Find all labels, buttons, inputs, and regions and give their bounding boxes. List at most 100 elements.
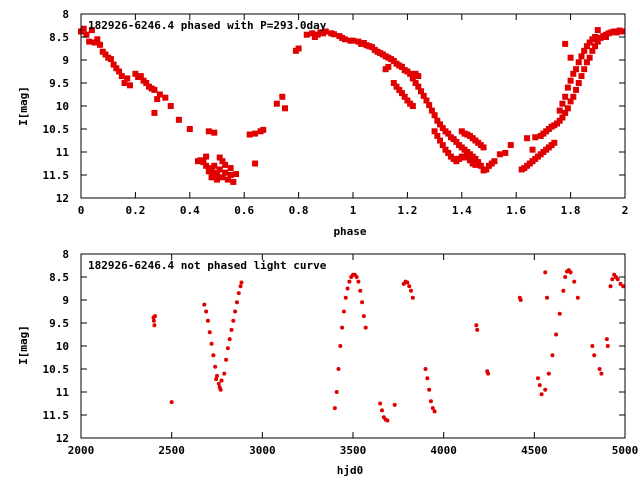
unphased-data-point	[380, 408, 385, 413]
phased-y-tick-label: 8	[62, 8, 69, 21]
unphased-chart-title: 182926-6246.4 not phased light curve	[88, 259, 327, 272]
phased-data-point	[224, 176, 231, 183]
unphased-data-point	[543, 270, 548, 275]
unphased-data-point	[543, 387, 548, 392]
phased-data-point	[273, 100, 280, 107]
phased-data-point	[570, 93, 577, 100]
phased-data-point	[80, 25, 87, 32]
unphased-data-point	[597, 367, 602, 371]
phased-data-point	[442, 146, 449, 153]
unphased-data-point	[561, 288, 566, 293]
phased-data-point	[562, 93, 569, 100]
unphased-data-point	[568, 270, 573, 275]
phased-data-point	[472, 161, 479, 168]
unphased-y-tick-label: 11.5	[43, 409, 70, 422]
unphased-data-point	[231, 318, 236, 323]
phased-data-point	[409, 75, 416, 82]
phased-x-tick-label: 2	[622, 204, 629, 217]
phased-data-point	[559, 100, 566, 107]
unphased-data-point	[216, 381, 221, 386]
phased-data-point	[186, 126, 193, 132]
phased-data-point	[434, 132, 441, 139]
unphased-y-tick-label: 11	[56, 386, 70, 399]
unphased-data-point	[354, 275, 359, 279]
phased-data-point	[437, 137, 444, 144]
unphased-data-point	[599, 371, 604, 376]
unphased-data-point	[546, 371, 551, 376]
phased-data-point	[439, 125, 446, 132]
unphased-data-point	[363, 325, 368, 330]
unphased-data-point	[205, 318, 210, 323]
phased-data-point	[246, 131, 253, 138]
phased-data-point	[295, 45, 302, 52]
unphased-data-point	[152, 323, 157, 328]
phased-data-point	[426, 102, 433, 109]
phased-data-point	[583, 43, 590, 50]
unphased-data-point	[213, 364, 218, 369]
phased-data-point	[219, 158, 226, 165]
phased-data-point	[415, 83, 422, 90]
phased-data-point	[507, 142, 514, 149]
unphased-data-point	[550, 353, 555, 358]
unphased-data-point	[236, 291, 241, 296]
unphased-data-point	[211, 353, 216, 358]
phased-data-point	[252, 160, 259, 167]
phased-data-point	[445, 130, 452, 137]
phased-data-point	[309, 30, 316, 37]
unphased-data-point	[222, 371, 227, 376]
phased-data-point	[567, 77, 574, 84]
phased-data-point	[282, 105, 288, 112]
phased-data-point	[151, 109, 158, 116]
unphased-data-point	[608, 284, 613, 289]
phased-data-point	[390, 80, 397, 86]
phased-data-point	[594, 27, 601, 34]
phased-data-point	[303, 31, 310, 38]
unphased-data-point	[474, 323, 479, 328]
phased-ticks: 0 0.2 0.4 0.6 0.8 1 1.2 1.4 1.6 1.8 2 8 8.5 9 9.5 10 10.…	[43, 8, 629, 217]
phased-data-point	[594, 38, 601, 45]
unphased-data-point	[605, 344, 610, 348]
phased-data-point	[121, 80, 128, 86]
phased-data-point	[570, 70, 577, 77]
unphased-data-point	[545, 295, 550, 300]
unphased-data-point	[610, 277, 615, 282]
unphased-data-point	[152, 314, 157, 319]
unphased-data-point	[618, 281, 623, 286]
unphased-x-tick-label: 3000	[249, 444, 276, 457]
unphased-data-point	[407, 284, 412, 289]
unphased-data-point	[535, 376, 540, 381]
phased-data-point	[216, 154, 223, 161]
phased-data-point	[573, 66, 580, 73]
unphased-data-point	[207, 330, 212, 335]
phased-data-point	[393, 83, 400, 90]
phased-y-tick-label: 9.5	[49, 77, 69, 90]
phased-data-point	[559, 114, 566, 121]
phased-data-point	[412, 80, 419, 86]
unphased-data-point	[621, 284, 626, 289]
unphased-data-point	[239, 280, 244, 285]
unphased-data-point	[219, 378, 224, 383]
phased-y-tick-label: 12	[56, 192, 69, 205]
unphased-data-point	[233, 309, 238, 314]
phased-data-point	[564, 84, 571, 91]
unphased-data-point	[475, 327, 480, 332]
unphased-data-point	[358, 288, 363, 293]
phased-data-point	[586, 54, 593, 61]
phased-data-point	[401, 93, 408, 100]
unphased-data-point	[604, 337, 609, 342]
unphased-data-point	[338, 344, 343, 348]
unphased-data-point	[518, 298, 523, 302]
phased-data-point	[91, 39, 98, 46]
unphased-data-point	[356, 279, 361, 284]
phased-data-point	[279, 93, 286, 100]
phased-data-point	[602, 34, 609, 40]
unphased-data-point	[225, 346, 230, 351]
phased-data-point	[466, 157, 473, 164]
phased-data-point	[562, 109, 569, 116]
phased-data-point	[214, 176, 220, 183]
phased-data-point	[567, 98, 574, 105]
phased-x-tick-label: 1.2	[397, 204, 417, 217]
unphased-data-point	[360, 300, 365, 305]
unphased-data-point	[332, 406, 337, 411]
phased-y-tick-label: 8.5	[49, 31, 69, 44]
